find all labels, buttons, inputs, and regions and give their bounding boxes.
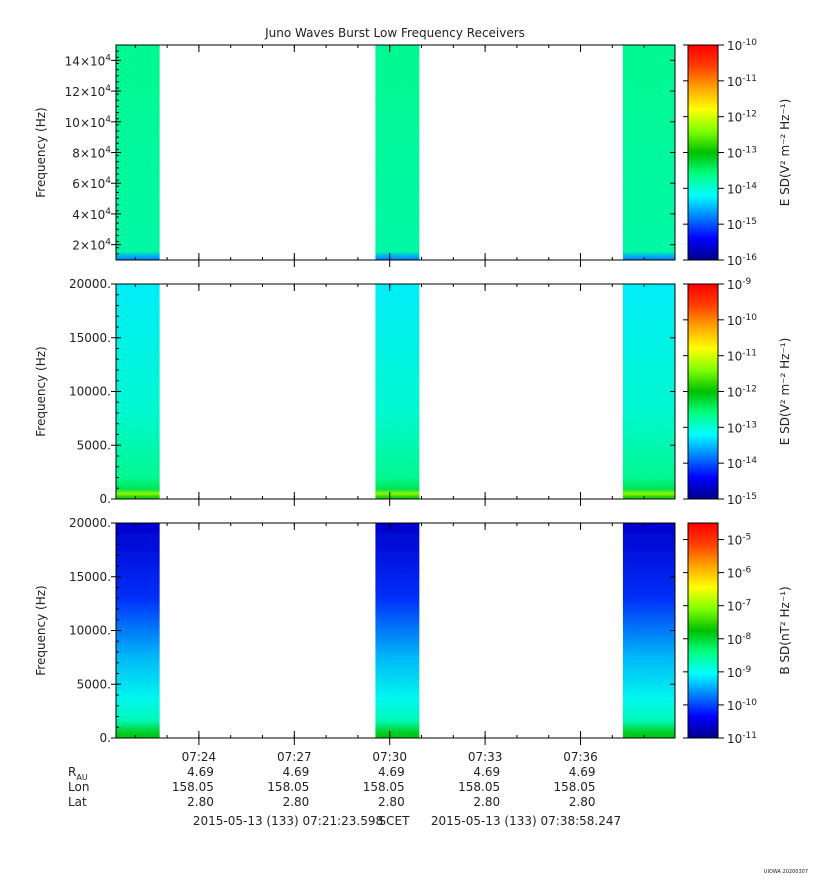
y-tick-label-top-5: 12×104: [65, 84, 112, 99]
y-axis-label-bottom: Frequency (Hz): [34, 585, 48, 676]
ephemeris-value-0-2: 4.69: [378, 765, 405, 779]
y-tick-label-top-4: 10×104: [65, 115, 112, 130]
y-tick-label-bottom-2: 10000.: [69, 624, 111, 638]
time-tick-label-0: 07:24: [182, 750, 217, 764]
y-tick-label-middle-4: 20000.: [69, 277, 111, 291]
chart-title: Juno Waves Burst Low Frequency Receivers: [264, 26, 525, 40]
burst-block-bottom-3: [622, 523, 675, 738]
burst-block-top-2: [375, 45, 420, 260]
ephemeris-value-0-3: 4.69: [473, 765, 500, 779]
y-tick-label-top-6: 14×104: [65, 53, 112, 68]
colorbar-tick-label-bottom-5: 10-10: [727, 698, 757, 713]
y-tick-label-middle-2: 10000.: [69, 385, 111, 399]
ephemeris-value-0-1: 4.69: [283, 765, 310, 779]
y-axis-label-top: Frequency (Hz): [34, 107, 48, 198]
colorbar-tick-label-middle-1: 10-10: [727, 313, 757, 328]
colorbar-tick-label-top-4: 10-14: [727, 181, 757, 196]
ephemeris-label-2: Lat: [68, 795, 87, 809]
y-tick-label-bottom-4: 20000.: [69, 516, 111, 530]
colorbar-label-bottom: B SD(nT² Hz⁻¹): [778, 586, 792, 674]
colorbar-tick-label-top-1: 10-11: [727, 74, 757, 89]
burst-block-middle-1: [115, 284, 160, 499]
ephemeris-value-1-0: 158.05: [172, 780, 214, 794]
y-tick-label-middle-1: 5000.: [77, 438, 111, 452]
colorbar-tick-label-bottom-2: 10-7: [727, 599, 751, 614]
y-tick-label-top-3: 8×104: [72, 146, 111, 161]
burst-block-middle-2: [375, 284, 420, 499]
colorbar-tick-label-top-2: 10-12: [727, 110, 757, 125]
footer-end-time: 2015-05-13 (133) 07:38:58.247: [431, 814, 621, 828]
colorbar-top: [687, 44, 719, 261]
burst-block-middle-3: [622, 284, 675, 499]
ephemeris-value-1-2: 158.05: [363, 780, 405, 794]
ephemeris-value-0-4: 4.69: [569, 765, 596, 779]
colorbar-tick-label-bottom-0: 10-5: [727, 533, 751, 548]
ephemeris-value-1-4: 158.05: [554, 780, 596, 794]
colorbar-tick-label-top-5: 10-15: [727, 217, 757, 232]
panel-top: 2×104 4×104 6×104 8×104 10×104 12×104 14×104 Fr…: [34, 38, 792, 268]
ephemeris-value-2-2: 2.80: [378, 795, 405, 809]
time-tick-label-1: 07:27: [277, 750, 312, 764]
y-tick-label-middle-0: 0.: [100, 492, 111, 506]
burst-block-bottom-1: [115, 523, 160, 738]
y-tick-label-bottom-1: 5000.: [77, 677, 111, 691]
burst-block-top-1: [115, 45, 160, 260]
ephemeris-value-2-4: 2.80: [569, 795, 596, 809]
colorbar-tick-label-top-0: 10-10: [727, 38, 757, 53]
ephemeris-label-0: RAU: [68, 765, 88, 782]
y-tick-label-bottom-0: 0.: [100, 731, 111, 745]
y-tick-label-top-2: 6×104: [72, 176, 111, 191]
y-tick-label-top-0: 2×104: [72, 238, 111, 253]
panel-middle: 0. 5000. 10000. 15000. 20000. Frequency (Hz) 1…: [34, 277, 792, 507]
colorbar-middle: [687, 283, 719, 500]
colorbar-tick-label-bottom-4: 10-9: [727, 665, 752, 680]
colorbar-tick-label-middle-0: 10-9: [727, 277, 752, 292]
ephemeris-value-2-1: 2.80: [283, 795, 310, 809]
footer-scet: SCET: [379, 814, 411, 828]
colorbar-tick-label-top-6: 10-16: [727, 253, 757, 268]
ephemeris-value-2-0: 2.80: [187, 795, 214, 809]
y-tick-label-middle-3: 15000.: [69, 331, 111, 345]
ephemeris-value-2-3: 2.80: [473, 795, 500, 809]
y-tick-label-top-1: 4×104: [72, 207, 111, 222]
panel-bottom: 0. 5000. 10000. 15000. 20000. Frequency (Hz) 1…: [34, 516, 792, 746]
watermark: UIOWA 20200307: [764, 869, 808, 875]
colorbar-tick-label-middle-5: 10-14: [727, 456, 757, 471]
colorbar-tick-label-bottom-3: 10-8: [727, 632, 752, 647]
time-tick-label-4: 07:36: [563, 750, 598, 764]
colorbar-tick-label-middle-3: 10-12: [727, 385, 757, 400]
ephemeris-label-1: Lon: [68, 780, 89, 794]
burst-block-top-3: [622, 45, 675, 260]
colorbar-tick-label-middle-2: 10-11: [727, 349, 757, 364]
colorbar-tick-label-middle-4: 10-13: [727, 420, 757, 435]
ephemeris-value-1-3: 158.05: [458, 780, 500, 794]
time-tick-label-3: 07:33: [468, 750, 503, 764]
colorbar-tick-label-top-3: 10-13: [727, 146, 757, 161]
colorbar-tick-label-middle-6: 10-15: [727, 492, 757, 507]
time-tick-label-2: 07:30: [372, 750, 407, 764]
colorbar-bottom: [687, 522, 719, 739]
ephemeris-value-0-0: 4.69: [187, 765, 214, 779]
colorbar-tick-label-bottom-1: 10-6: [727, 566, 752, 581]
y-tick-label-bottom-3: 15000.: [69, 570, 111, 584]
y-axis-label-middle: Frequency (Hz): [34, 346, 48, 437]
burst-block-bottom-2: [375, 523, 420, 738]
colorbar-tick-label-bottom-6: 10-11: [727, 731, 757, 746]
ephemeris-value-1-1: 158.05: [267, 780, 309, 794]
colorbar-label-top: E SD(V² m⁻² Hz⁻¹): [778, 99, 792, 207]
footer-start-time: 2015-05-13 (133) 07:21:23.598: [193, 814, 383, 828]
colorbar-label-middle: E SD(V² m⁻² Hz⁻¹): [778, 338, 792, 446]
